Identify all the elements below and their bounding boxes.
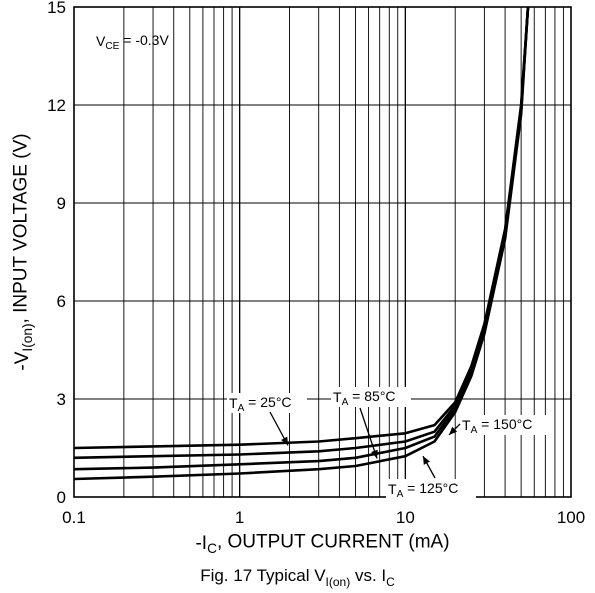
condition-label: VCE = -0.3V <box>96 32 169 52</box>
y-tick-label: 15 <box>47 0 66 17</box>
x-tick-label: 10 <box>396 508 415 527</box>
y-axis-label: -VI(on), INPUT VOLTAGE (V) <box>10 133 35 370</box>
y-tick-label: 0 <box>57 488 66 507</box>
series-label-bg <box>460 415 552 435</box>
axes: 0.1 1 10 100 0 3 6 9 12 15 -IC, OUTPUT CURRENT (mA… <box>10 0 585 556</box>
x-axis-label: -IC, OUTPUT CURRENT (mA) <box>195 531 449 556</box>
series-label-bg <box>331 387 411 407</box>
series-label-3: TA = 125°C <box>388 480 458 500</box>
caption-sub-ic: C <box>386 575 395 589</box>
caption-sub-von: I(on) <box>325 575 351 589</box>
series-label-1: TA = 25°C <box>229 394 292 414</box>
series-label-2: TA = 85°C <box>333 388 396 408</box>
x-tick-label: 1 <box>235 508 244 527</box>
series-arrowhead-1 <box>281 436 288 446</box>
annotations: VCE = -0.3V TA = 25°C TA = 85°C TA = 125°C T… <box>96 32 552 500</box>
series-line-4 <box>73 6 530 481</box>
figure-caption: Fig. 17 Typical VI(on) vs. IC <box>0 566 595 589</box>
y-tick-label: 6 <box>57 292 66 311</box>
caption-prefix: Fig. 17 Typical V <box>200 566 326 585</box>
series-arrowhead-2 <box>371 449 378 459</box>
y-tick-label: 9 <box>57 194 66 213</box>
series-label-bg <box>227 393 307 413</box>
caption-mid: vs. I <box>350 566 387 585</box>
series-arrowhead-3 <box>423 456 430 465</box>
series-label-bg <box>386 479 476 499</box>
series-label-4: TA = 150°C <box>462 416 532 436</box>
plot-frame <box>73 6 572 498</box>
series-line-1 <box>73 6 530 450</box>
series-leader-2 <box>359 407 378 459</box>
series-lines <box>73 6 530 481</box>
y-tick-label: 12 <box>47 96 66 115</box>
x-tick-label: 100 <box>557 508 585 527</box>
y-tick-label: 3 <box>57 390 66 409</box>
x-tick-label: 0.1 <box>62 508 86 527</box>
series-arrowhead-4 <box>449 426 458 435</box>
